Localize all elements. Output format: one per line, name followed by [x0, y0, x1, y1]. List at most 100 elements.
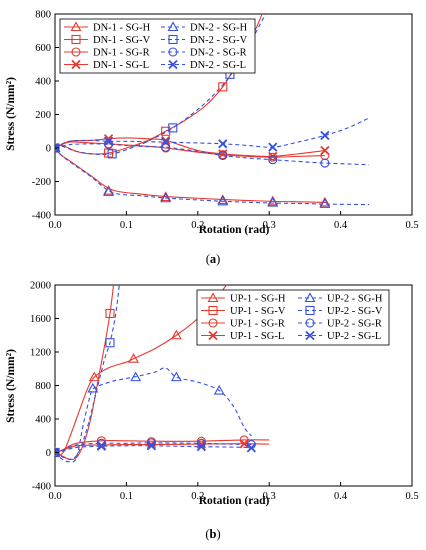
data-point-x [268, 142, 278, 152]
legend-entry-label: DN-1 - SG-L [93, 60, 149, 71]
legend-marker-circle [208, 318, 218, 328]
data-point-square [105, 308, 115, 319]
data-point-circle [320, 158, 330, 168]
data-point-triangle [128, 353, 139, 363]
panel-b-chart: 0.0 0.1 0.2 0.3 0.4 0.5 -400 0 400 800 1200 1600 200… [5, 281, 419, 542]
panel-b-xlabel: Rotation (rad) [199, 495, 270, 507]
y-tick-label: 400 [35, 415, 51, 426]
x-tick-label: 0.0 [48, 220, 61, 231]
data-point-x [103, 136, 114, 146]
data-point-triangle [319, 196, 331, 207]
x-tick-label: 0.5 [405, 491, 418, 502]
data-point-triangle [217, 195, 229, 206]
y-tick-label: 2000 [30, 281, 51, 292]
panel-a-ticks-layer: 0.0 0.1 0.2 0.3 0.4 0.5 -400 -200 0 200 400 600 800 [32, 10, 419, 232]
series-line [55, 147, 370, 206]
y-tick-label: 800 [35, 10, 51, 21]
data-point-x [218, 149, 228, 159]
data-point-triangle [267, 196, 279, 207]
y-tick-label: 400 [35, 77, 51, 88]
y-tick-label: 0 [46, 448, 51, 459]
data-point-triangle [213, 384, 225, 395]
panel-a-caption: (a) [206, 252, 221, 266]
x-tick-label: 0.4 [334, 220, 348, 231]
data-point-x [268, 151, 278, 162]
legend-entry-label: UP-1 - SG-R [230, 319, 285, 330]
legend-entry-label: DN-2 - SG-L [190, 60, 246, 71]
x-tick-label: 0.1 [120, 220, 133, 231]
legend-marker-circle [305, 318, 315, 328]
panel-b-legend: UP-1 - SG-HUP-1 - SG-V UP-1 - SG-RUP-1 - … [196, 289, 390, 346]
legend-marker-x [208, 330, 218, 341]
legend-marker-x [305, 330, 315, 341]
legend-entry-label: UP-1 - SG-L [230, 331, 284, 342]
x-tick-label: 0.1 [120, 491, 133, 502]
data-point-triangle [160, 191, 172, 201]
legend-entry-label: UP-2 - SG-H [327, 294, 383, 305]
series-line [55, 117, 370, 149]
legend-marker-circle [71, 47, 81, 57]
y-tick-label: 0 [46, 144, 51, 155]
data-point-triangle [217, 194, 229, 204]
x-tick-label: 0.0 [48, 491, 61, 502]
x-tick-label: 0.3 [263, 220, 276, 231]
legend-entry-label: DN-1 - SG-R [93, 48, 150, 59]
data-point-square [161, 126, 171, 136]
legend-marker-triangle [167, 21, 179, 32]
data-point-x [196, 442, 207, 452]
series-line [55, 147, 327, 203]
data-point-x [246, 443, 256, 453]
series-line [55, 445, 252, 454]
data-point-x [161, 135, 171, 146]
data-point-triangle [319, 198, 331, 208]
x-tick-label: 0.2 [191, 491, 204, 502]
data-point-circle [218, 150, 228, 161]
series-markers [55, 69, 331, 208]
legend-marker-circle [168, 47, 178, 57]
panel-a-ylabel: Stress (N/mm²) [5, 77, 17, 151]
data-point-triangle [103, 186, 114, 196]
series-line [55, 285, 120, 460]
panel-a-series-layer [55, 14, 370, 208]
data-point-x [55, 143, 60, 153]
x-tick-label: 0.5 [405, 220, 418, 231]
data-point-x [146, 441, 157, 451]
y-tick-label: -200 [32, 177, 51, 188]
data-point-triangle [103, 185, 114, 195]
legend-marker-triangle [304, 292, 316, 303]
legend-marker-x [71, 59, 81, 70]
series-line [55, 285, 227, 456]
y-tick-label: -400 [32, 211, 51, 222]
y-tick-label: 600 [35, 43, 51, 54]
legend-marker-square [168, 34, 178, 45]
legend-box [59, 18, 256, 74]
data-point-circle [268, 155, 278, 165]
y-tick-label: 1600 [30, 314, 51, 325]
legend-entry-label: UP-1 - SG-H [230, 294, 286, 305]
data-point-square [105, 338, 115, 348]
legend-marker-square [305, 305, 315, 316]
data-point-triangle [267, 195, 279, 206]
panel-a-legend: DN-1 - SG-HDN-1 - SG-V DN-1 - SG-RDN-1 - … [59, 18, 256, 74]
series-line [55, 285, 115, 461]
legend-entry-label: UP-2 - SG-V [327, 306, 383, 317]
legend-marker-x [168, 59, 178, 70]
data-point-x [320, 130, 330, 141]
x-tick-label: 0.4 [334, 491, 348, 502]
data-point-x [218, 139, 228, 149]
legend-entry-label: UP-1 - SG-V [230, 306, 286, 317]
panel-a-chart: 0.0 0.1 0.2 0.3 0.4 0.5-400-2000200400600800 … [5, 10, 419, 267]
data-point-triangle [88, 371, 100, 382]
data-point-x [320, 145, 330, 156]
y-tick-label: 1200 [30, 348, 51, 359]
panel-a-caption-letter: a [210, 252, 217, 266]
data-point-x [161, 137, 171, 147]
data-point-triangle [170, 329, 182, 340]
panel-b-ylabel: Stress (N/mm²) [5, 349, 17, 423]
legend-box [196, 289, 390, 346]
legend-entry-label: DN-2 - SG-H [190, 23, 248, 34]
series-markers [55, 293, 256, 458]
series-line [55, 439, 270, 454]
legend-marker-triangle [70, 21, 82, 32]
